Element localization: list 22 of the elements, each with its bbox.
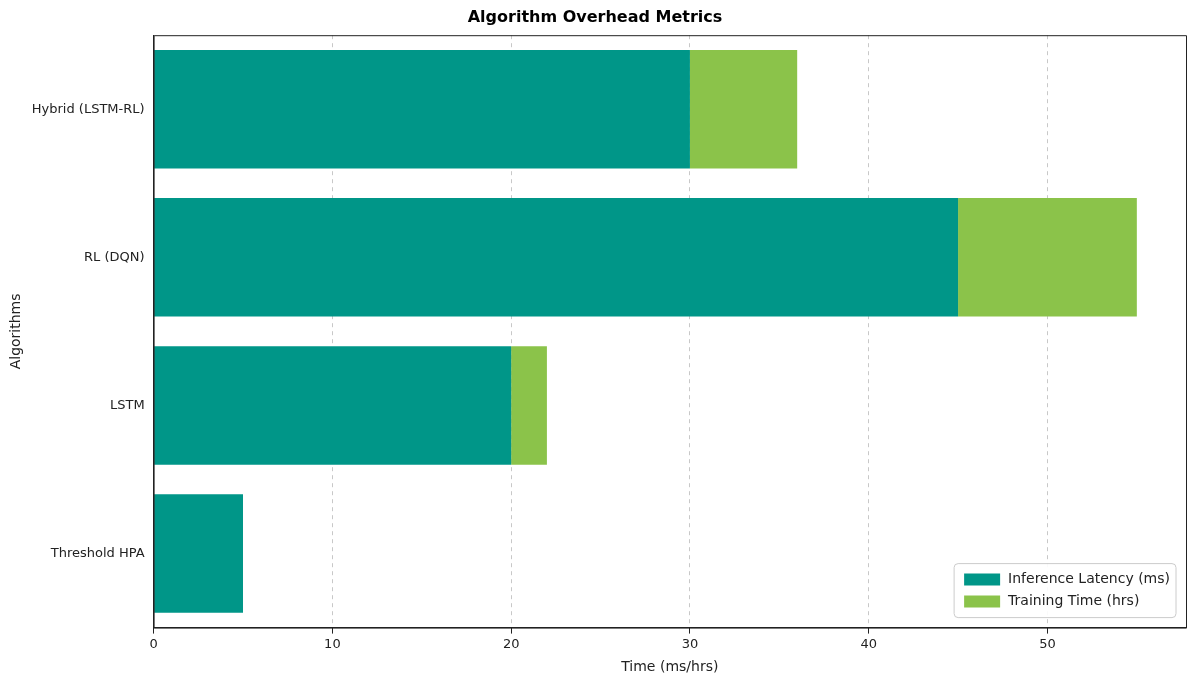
legend-label: Training Time (hrs) [1007, 592, 1140, 609]
bar [154, 50, 690, 169]
x-tick-label: 30 [681, 635, 699, 651]
y-tick-label: RL (DQN) [84, 248, 145, 264]
x-tick-label: 20 [502, 635, 520, 651]
y-tick-label: Hybrid (LSTM-RL) [31, 100, 145, 116]
y-axis-title: Algorithms [7, 293, 24, 370]
bar [154, 346, 512, 465]
bar [689, 50, 798, 169]
x-tick-label: 50 [1039, 635, 1056, 651]
x-tick-label: 40 [860, 635, 877, 651]
bar [511, 346, 547, 465]
chart-title: Algorithm Overhead Metrics [467, 6, 723, 26]
x-tick-label: 10 [324, 635, 341, 651]
bar [154, 494, 244, 613]
bar [958, 198, 1137, 317]
x-tick-label: 0 [149, 635, 158, 651]
y-tick-label: LSTM [109, 396, 145, 412]
x-axis-title: Time (ms/hrs) [620, 658, 719, 675]
bar [154, 198, 959, 317]
legend-label: Inference Latency (ms) [1008, 570, 1171, 587]
y-tick-label: Threshold HPA [49, 544, 145, 560]
